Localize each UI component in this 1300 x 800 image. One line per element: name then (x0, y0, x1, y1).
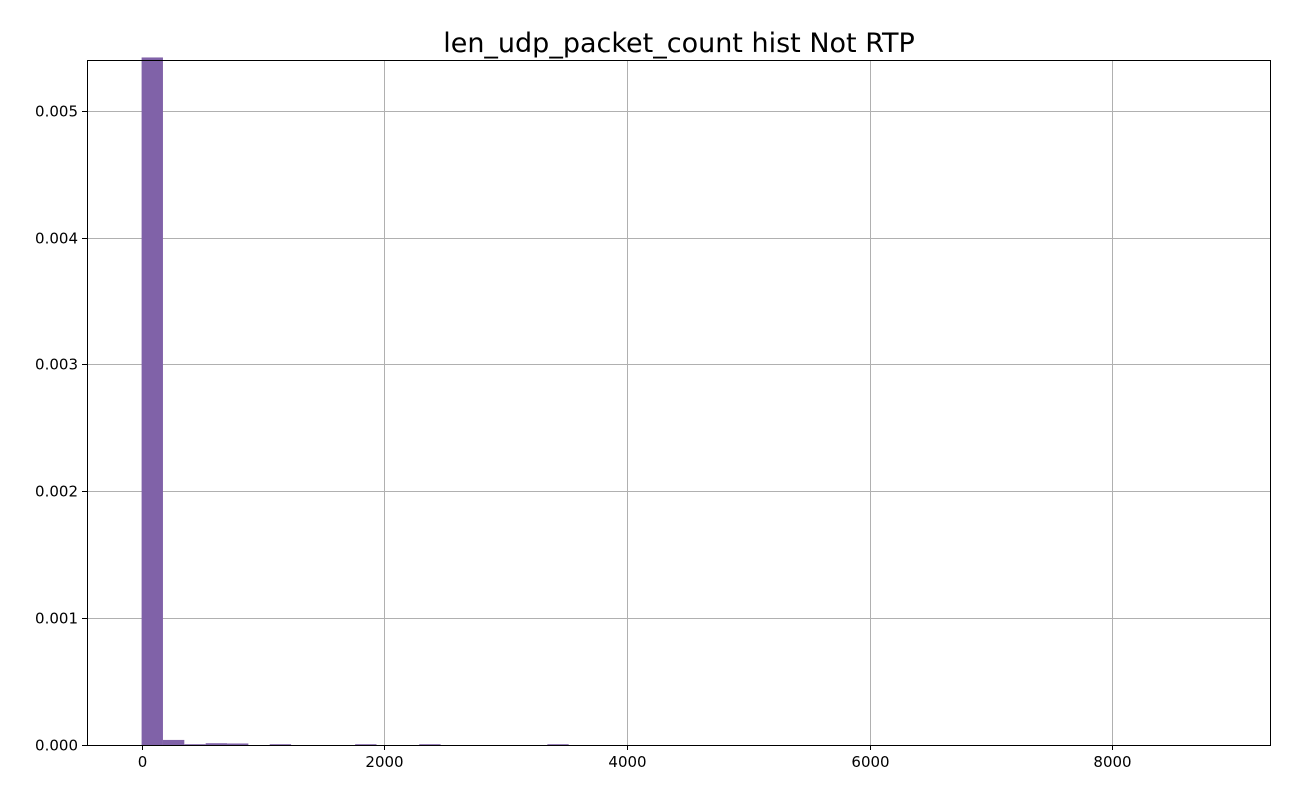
y-tick-label: 0.002 (35, 483, 78, 501)
plot-frame (87, 60, 1271, 746)
histogram-bar (141, 57, 163, 746)
histogram-bar (355, 744, 377, 745)
histogram-bar (547, 744, 569, 745)
grid-lines (87, 60, 1270, 746)
y-tick-label: 0.001 (35, 610, 78, 628)
y-tick-label: 0.000 (35, 737, 78, 755)
histogram-bar (269, 744, 292, 745)
x-tick-label: 6000 (851, 753, 889, 771)
histogram-bar (227, 743, 249, 745)
y-tick-label: 0.005 (35, 103, 78, 121)
y-tick-label: 0.004 (35, 230, 78, 248)
histogram-bar (162, 739, 185, 745)
chart-title: len_udp_packet_count hist Not RTP (443, 28, 915, 59)
x-tick-label: 8000 (1093, 753, 1131, 771)
x-tick-label: 0 (138, 753, 148, 771)
x-axis-ticks: 0 2000 4000 6000 8000 (138, 745, 1132, 771)
histogram-bar (205, 743, 228, 745)
y-tick-label: 0.003 (35, 356, 78, 374)
histogram-bar (184, 744, 206, 745)
x-tick-label: 2000 (365, 753, 403, 771)
histogram-bar (419, 744, 441, 745)
histogram-bars (141, 57, 569, 746)
y-axis-ticks: 0.000 0.001 0.002 0.003 0.004 0.005 (35, 103, 87, 755)
x-tick-label: 4000 (608, 753, 646, 771)
